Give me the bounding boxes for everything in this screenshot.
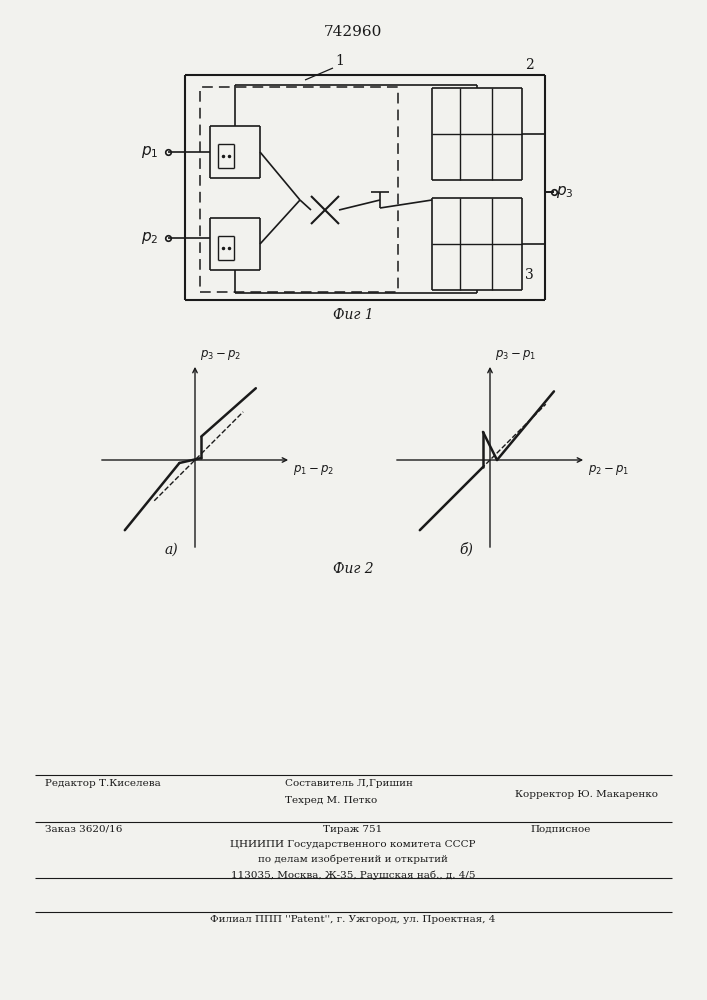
Text: Фиг 2: Фиг 2	[333, 562, 373, 576]
Text: $p_3-p_2$: $p_3-p_2$	[200, 348, 241, 362]
Text: $p_2-p_1$: $p_2-p_1$	[588, 463, 629, 477]
Text: Подписное: Подписное	[530, 825, 590, 834]
Text: Филиал ППП ''Patent'', г. Ужгород, ул. Проектная, 4: Филиал ППП ''Patent'', г. Ужгород, ул. П…	[210, 915, 496, 924]
Text: $p_2$: $p_2$	[141, 230, 158, 246]
Text: $p_1$: $p_1$	[141, 144, 158, 160]
Text: ЦНИИПИ Государственного комитета СССР: ЦНИИПИ Государственного комитета СССР	[230, 840, 476, 849]
Text: 1: 1	[335, 54, 344, 68]
Text: б): б)	[460, 543, 474, 557]
Text: 2: 2	[525, 58, 534, 72]
Text: по делам изобретений и открытий: по делам изобретений и открытий	[258, 855, 448, 864]
Text: Фиг 1: Фиг 1	[333, 308, 373, 322]
Text: Составитель Л,Гришин: Составитель Л,Гришин	[285, 779, 413, 788]
Text: а): а)	[165, 543, 178, 557]
Text: 3: 3	[525, 268, 534, 282]
Text: Заказ 3620/16: Заказ 3620/16	[45, 825, 122, 834]
Text: 113035, Москва, Ж-35, Раушская наб., д. 4/5: 113035, Москва, Ж-35, Раушская наб., д. …	[230, 870, 475, 880]
Text: $p_3-p_1$: $p_3-p_1$	[495, 348, 537, 362]
Bar	[200, 87, 398, 292]
Text: $p_3$: $p_3$	[556, 184, 573, 200]
Text: Тираж 751: Тираж 751	[323, 825, 382, 834]
Text: Техред М. Петко: Техред М. Петко	[285, 796, 378, 805]
Text: Редактор Т.Киселева: Редактор Т.Киселева	[45, 779, 160, 788]
Text: Корректор Ю. Макаренко: Корректор Ю. Макаренко	[515, 790, 658, 799]
Text: 742960: 742960	[324, 25, 382, 39]
Text: $p_1-p_2$: $p_1-p_2$	[293, 463, 334, 477]
